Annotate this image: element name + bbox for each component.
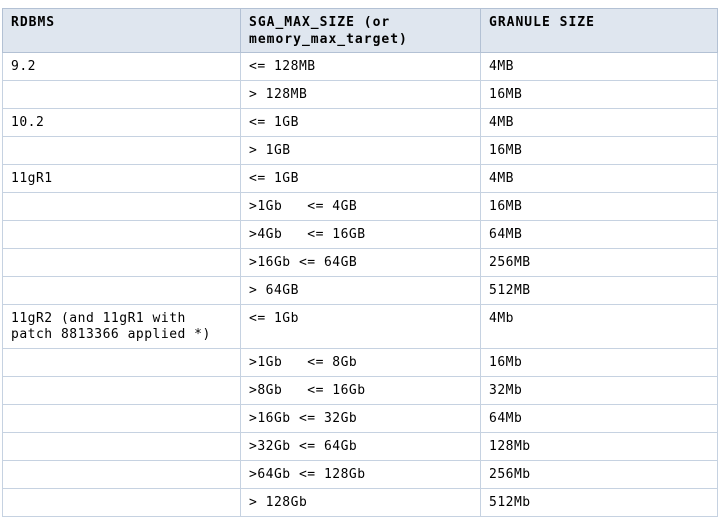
column-header-sga-max-size: SGA_MAX_SIZE (or memory_max_target) <box>240 8 481 53</box>
cell-sga-max-size: <= 1GB <box>240 164 481 193</box>
cell-granule-size: 64Mb <box>480 404 718 433</box>
cell-sga-max-size: > 64GB <box>240 276 481 305</box>
table-row: >64Gb <= 128Gb 256Mb <box>2 460 718 489</box>
table-row: 10.2 <= 1GB 4MB <box>2 108 718 137</box>
cell-rdbms: 11gR1 <box>2 164 241 193</box>
cell-sga-max-size: >1Gb <= 4GB <box>240 192 481 221</box>
cell-granule-size: 4MB <box>480 52 718 81</box>
table-row: >16Gb <= 32Gb 64Mb <box>2 404 718 433</box>
cell-sga-max-size: <= 128MB <box>240 52 481 81</box>
cell-granule-size: 4Mb <box>480 304 718 349</box>
cell-granule-size: 4MB <box>480 108 718 137</box>
table-row: >4Gb <= 16GB 64MB <box>2 220 718 249</box>
cell-sga-max-size: >8Gb <= 16Gb <box>240 376 481 405</box>
granule-size-table: RDBMS SGA_MAX_SIZE (or memory_max_target… <box>2 8 718 517</box>
table-row: >32Gb <= 64Gb 128Mb <box>2 432 718 461</box>
table-row: > 128Gb 512Mb <box>2 488 718 517</box>
cell-sga-max-size: <= 1Gb <box>240 304 481 349</box>
cell-rdbms <box>2 248 241 277</box>
table-row: > 128MB 16MB <box>2 80 718 109</box>
cell-granule-size: 16MB <box>480 192 718 221</box>
cell-rdbms <box>2 432 241 461</box>
cell-sga-max-size: > 1GB <box>240 136 481 165</box>
cell-sga-max-size: > 128Gb <box>240 488 481 517</box>
cell-granule-size: 256Mb <box>480 460 718 489</box>
cell-sga-max-size: >4Gb <= 16GB <box>240 220 481 249</box>
cell-sga-max-size: >64Gb <= 128Gb <box>240 460 481 489</box>
cell-granule-size: 32Mb <box>480 376 718 405</box>
table-row: 11gR2 (and 11gR1 with patch 8813366 appl… <box>2 304 718 349</box>
table-row: > 64GB 512MB <box>2 276 718 305</box>
header-row: RDBMS SGA_MAX_SIZE (or memory_max_target… <box>2 8 718 53</box>
cell-rdbms: 11gR2 (and 11gR1 with patch 8813366 appl… <box>2 304 241 349</box>
cell-granule-size: 16Mb <box>480 348 718 377</box>
cell-rdbms <box>2 404 241 433</box>
table-row: >16Gb <= 64GB 256MB <box>2 248 718 277</box>
cell-sga-max-size: >32Gb <= 64Gb <box>240 432 481 461</box>
cell-sga-max-size: > 128MB <box>240 80 481 109</box>
table-row: >1Gb <= 4GB 16MB <box>2 192 718 221</box>
cell-granule-size: 4MB <box>480 164 718 193</box>
cell-granule-size: 16MB <box>480 80 718 109</box>
cell-rdbms <box>2 192 241 221</box>
cell-rdbms <box>2 488 241 517</box>
cell-sga-max-size: >16Gb <= 64GB <box>240 248 481 277</box>
cell-rdbms <box>2 136 241 165</box>
table-row: >1Gb <= 8Gb 16Mb <box>2 348 718 377</box>
column-header-granule-size: GRANULE SIZE <box>480 8 718 53</box>
cell-granule-size: 64MB <box>480 220 718 249</box>
cell-granule-size: 128Mb <box>480 432 718 461</box>
cell-rdbms <box>2 80 241 109</box>
table-row: 11gR1 <= 1GB 4MB <box>2 164 718 193</box>
cell-granule-size: 512Mb <box>480 488 718 517</box>
cell-rdbms <box>2 220 241 249</box>
cell-rdbms <box>2 376 241 405</box>
cell-sga-max-size: <= 1GB <box>240 108 481 137</box>
cell-rdbms: 10.2 <box>2 108 241 137</box>
table-row: >8Gb <= 16Gb 32Mb <box>2 376 718 405</box>
cell-rdbms: 9.2 <box>2 52 241 81</box>
cell-granule-size: 16MB <box>480 136 718 165</box>
column-header-rdbms: RDBMS <box>2 8 241 53</box>
cell-rdbms <box>2 348 241 377</box>
cell-rdbms <box>2 276 241 305</box>
cell-rdbms <box>2 460 241 489</box>
cell-sga-max-size: >16Gb <= 32Gb <box>240 404 481 433</box>
cell-sga-max-size: >1Gb <= 8Gb <box>240 348 481 377</box>
cell-granule-size: 256MB <box>480 248 718 277</box>
table-row: 9.2 <= 128MB 4MB <box>2 52 718 81</box>
table-row: > 1GB 16MB <box>2 136 718 165</box>
cell-granule-size: 512MB <box>480 276 718 305</box>
